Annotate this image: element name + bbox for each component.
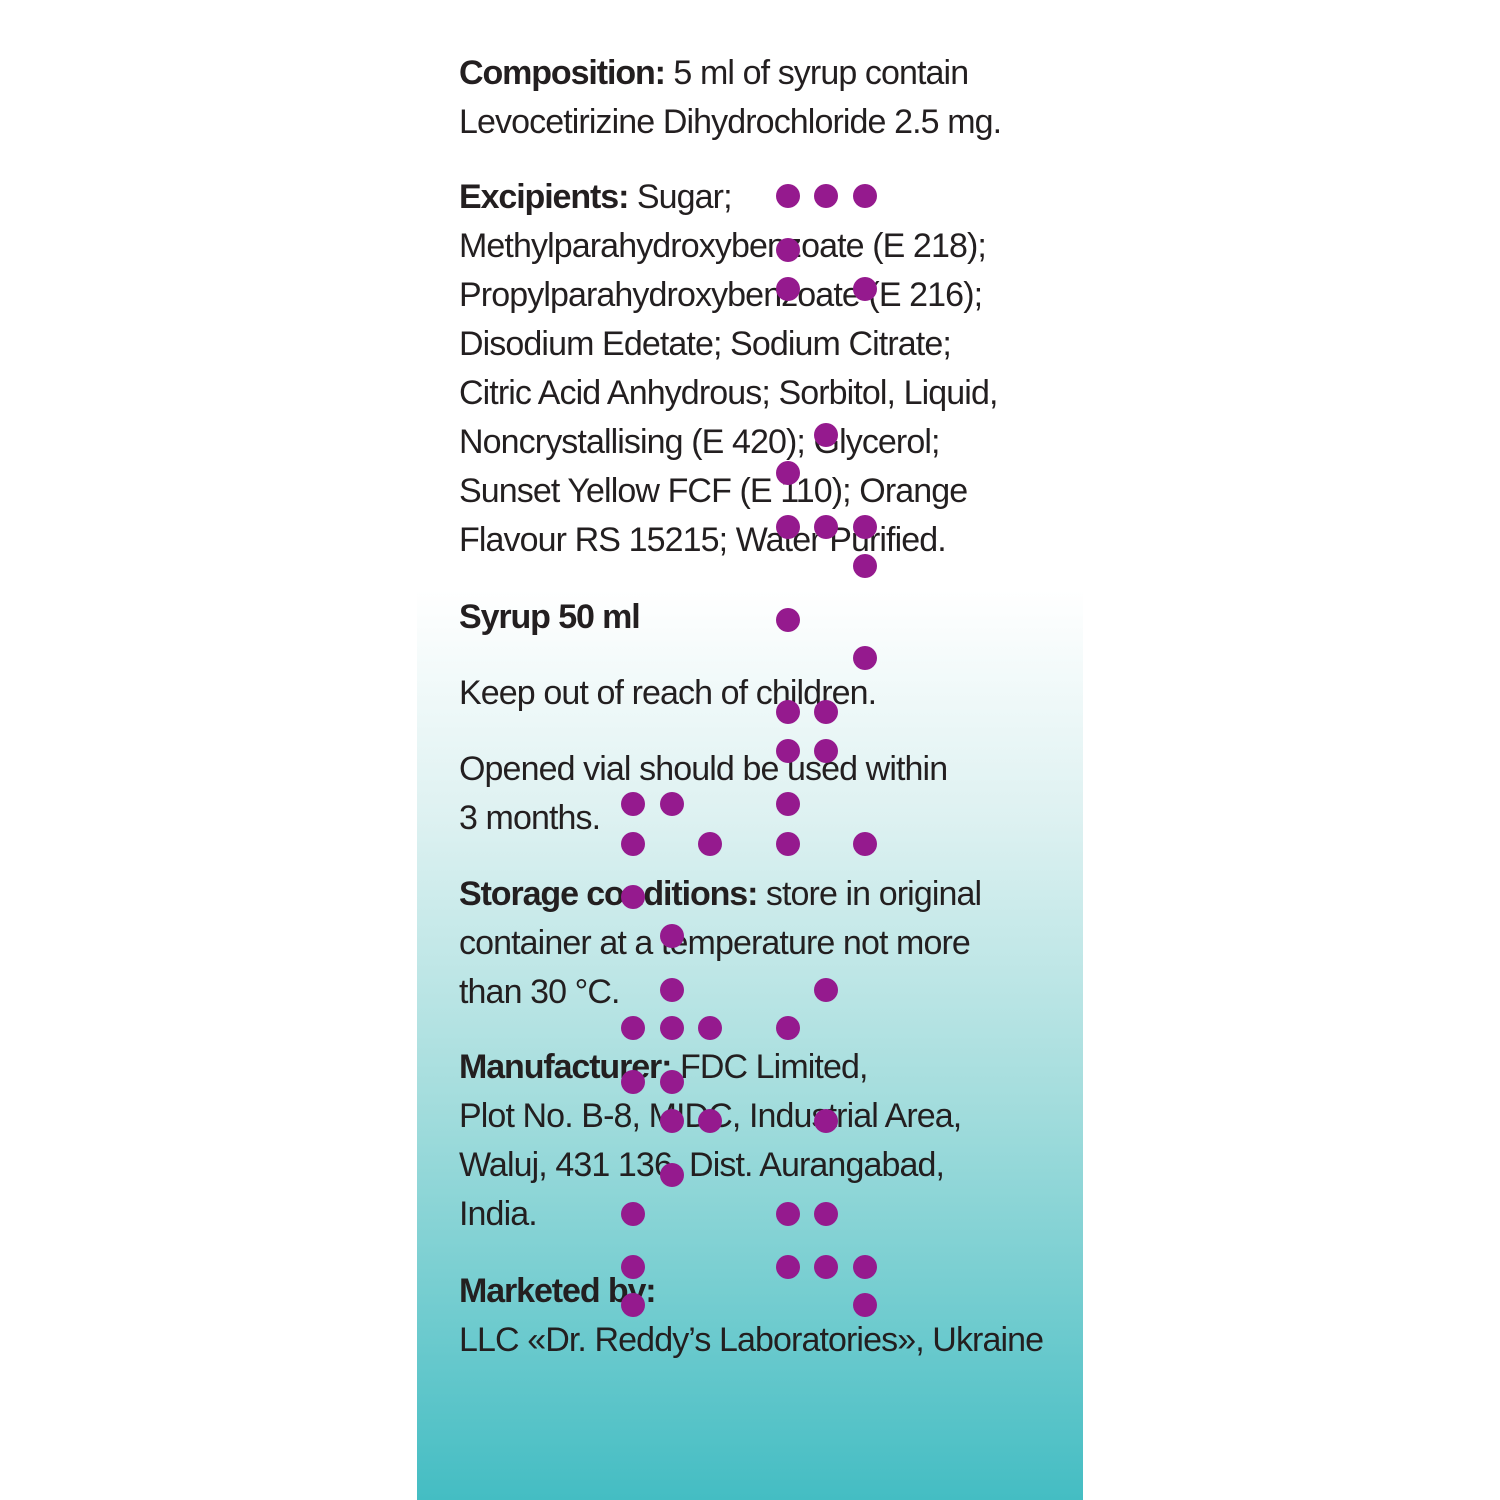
- excipients-text: Sugar; Methylparahydroxybenzoate (E 218)…: [459, 178, 998, 559]
- shelf-life-text: Opened vial should be used within 3 mont…: [459, 750, 948, 837]
- storage-text: store in original container at a tempera…: [459, 875, 982, 1011]
- excipients-label: Excipients:: [459, 178, 629, 216]
- manufacturer-section: Manufacturer: FDC Limited, Plot No. B-8,…: [459, 1043, 1079, 1239]
- label-panel: [417, 0, 1083, 1500]
- volume-heading: Syrup 50 ml: [459, 598, 641, 636]
- marketed-by-label: Marketed by:: [459, 1272, 657, 1310]
- warning-text: Keep out of reach of children.: [459, 674, 877, 712]
- composition-text: 5 ml of syrup contain Levocetirizine Dih…: [459, 54, 1002, 141]
- composition-section: Composition: 5 ml of syrup contain Levoc…: [459, 49, 1079, 147]
- manufacturer-label: Manufacturer:: [459, 1048, 673, 1086]
- composition-label: Composition:: [459, 54, 666, 92]
- manufacturer-text: FDC Limited, Plot No. B-8, MIDC, Industr…: [459, 1048, 962, 1233]
- storage-section: Storage conditions: store in original co…: [459, 870, 1079, 1017]
- marketed-by-text: LLC «Dr. Reddy’s Laboratories», Ukraine: [459, 1321, 1044, 1359]
- storage-label: Storage conditions:: [459, 875, 758, 913]
- excipients-section: Excipients: Sugar; Methylparahydroxybenz…: [459, 173, 1079, 565]
